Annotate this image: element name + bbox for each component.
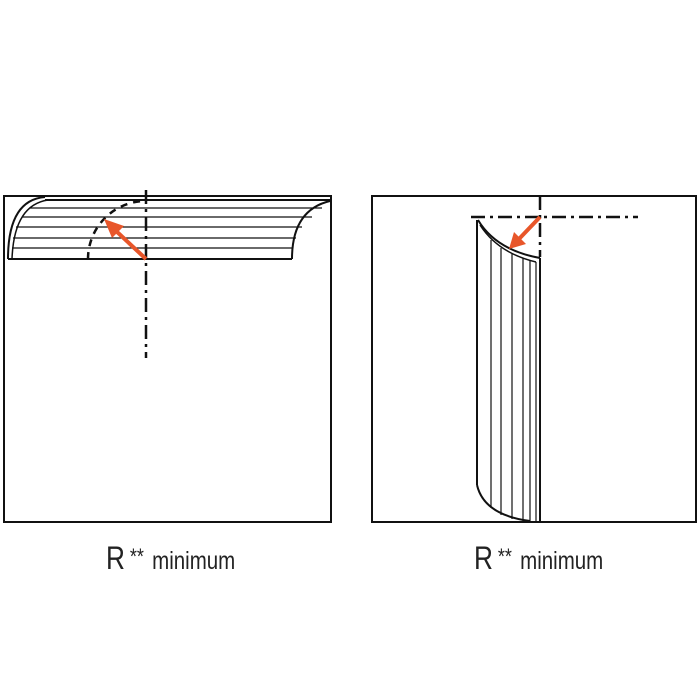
radius-symbol: R	[474, 540, 493, 576]
radius-arrow	[509, 215, 542, 249]
caption-text: minimum	[152, 547, 236, 575]
right-caption: R ** minimum	[474, 540, 603, 577]
radius-dashed-arc	[86, 199, 147, 260]
right-curved-strip	[476, 219, 541, 522]
footnote-mark: **	[129, 544, 144, 569]
right-panel	[371, 195, 697, 523]
left-caption: R ** minimum	[106, 540, 235, 577]
radius-symbol: R	[106, 540, 125, 576]
caption-text: minimum	[520, 547, 604, 575]
left-frame	[3, 195, 332, 523]
right-frame	[371, 195, 697, 523]
footnote-mark: **	[497, 544, 512, 569]
left-panel	[3, 190, 332, 523]
radius-arrow	[104, 219, 148, 261]
left-curved-sheet	[7, 196, 331, 260]
